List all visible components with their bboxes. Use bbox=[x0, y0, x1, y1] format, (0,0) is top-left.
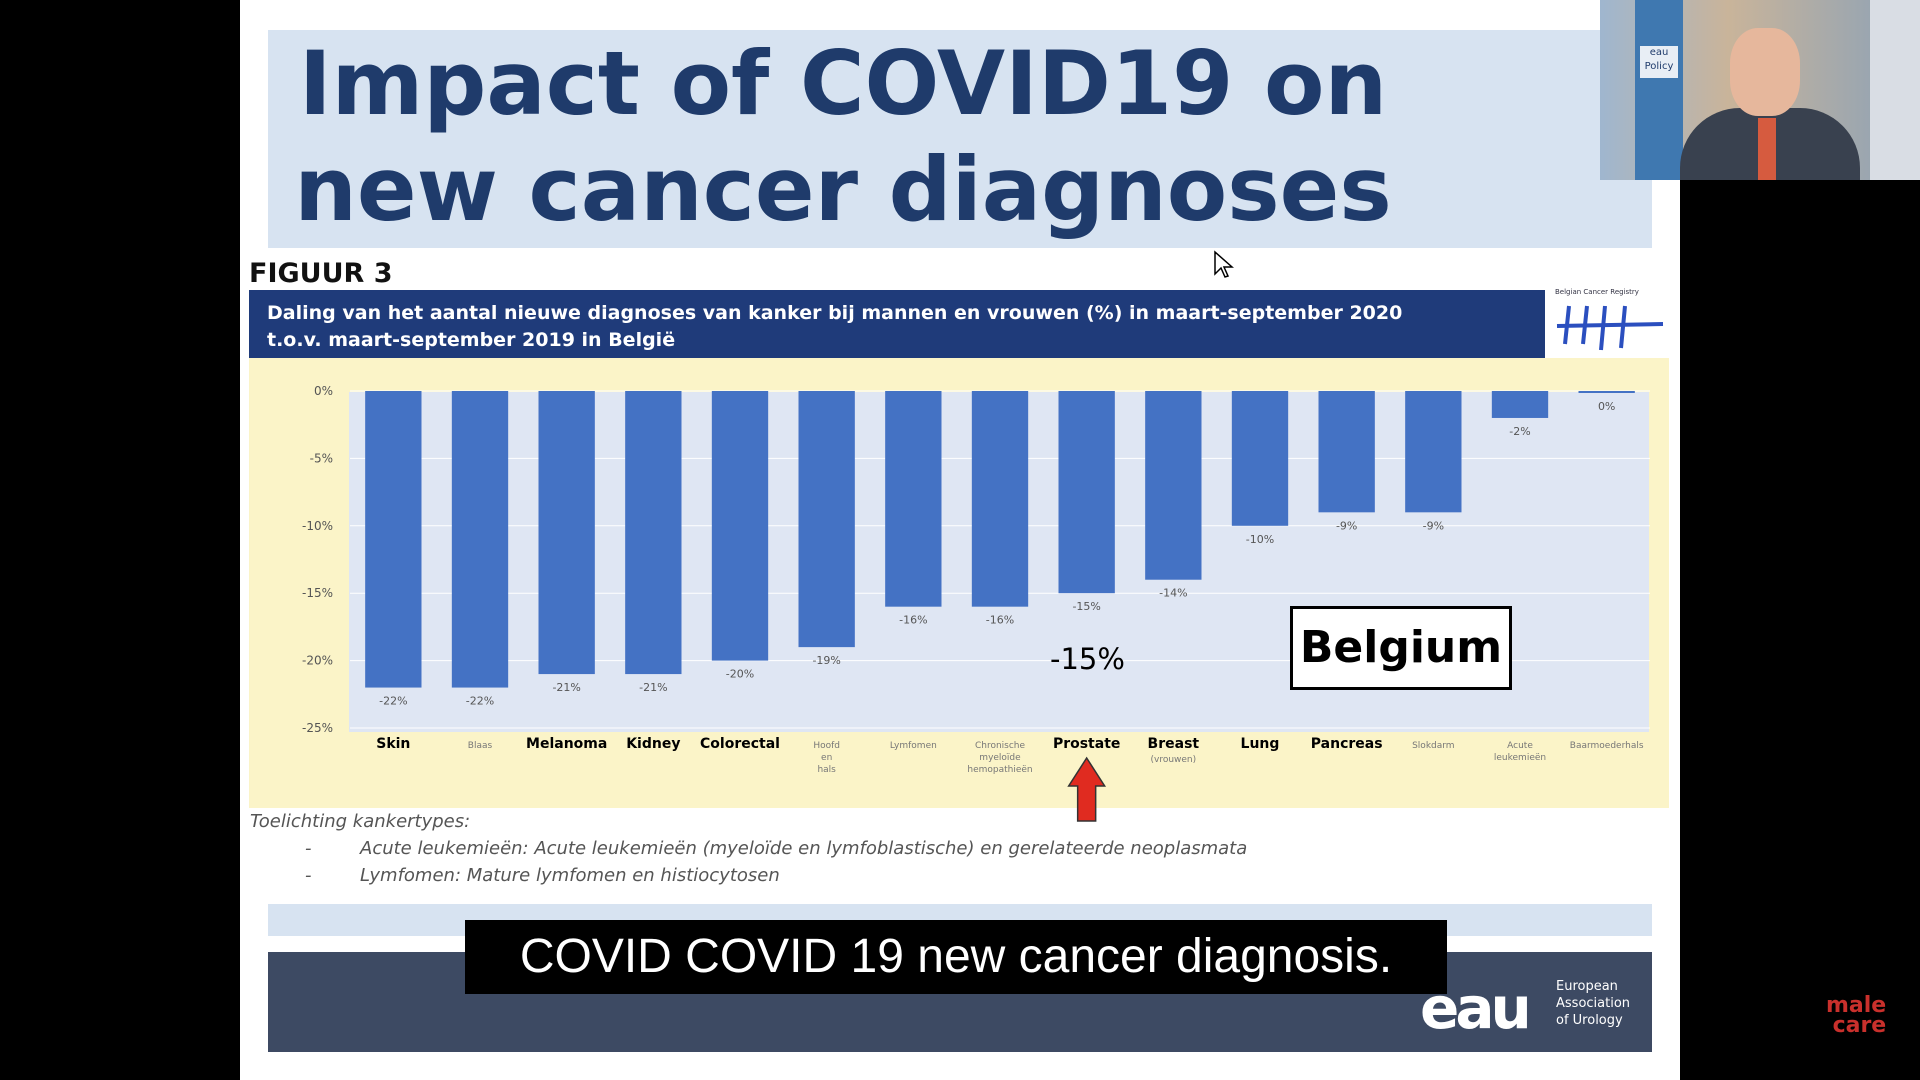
video-subtitle: COVID COVID 19 new cancer diagnosis. bbox=[465, 920, 1447, 994]
data-label: -15% bbox=[1072, 600, 1100, 613]
bar bbox=[1318, 391, 1375, 513]
brand-logo: male care bbox=[1826, 993, 1887, 1038]
category-label: Melanoma bbox=[526, 736, 607, 752]
speaker-webcam: eau Policy bbox=[1600, 0, 1920, 180]
category-label: Blaas bbox=[468, 741, 493, 751]
data-label: -19% bbox=[812, 654, 840, 667]
note-bullet: - bbox=[305, 865, 312, 886]
category-label: Lymfomen bbox=[890, 741, 937, 751]
data-label: -14% bbox=[1159, 587, 1187, 600]
category-label: Hoofd bbox=[813, 741, 840, 751]
data-label: -21% bbox=[639, 681, 667, 694]
webcam-banner-right bbox=[1870, 0, 1920, 180]
note-text: Lymfomen: Mature lymfomen en histiocytos… bbox=[360, 865, 780, 886]
category-label: Pancreas bbox=[1311, 736, 1383, 752]
category-label: Kidney bbox=[626, 736, 680, 752]
bar bbox=[1231, 391, 1289, 526]
org-line: Association bbox=[1556, 996, 1631, 1011]
notes: Toelichting kankertypes: - Acute leukemie… bbox=[250, 808, 1247, 889]
data-label: -22% bbox=[466, 695, 494, 708]
slide-title-line2: new cancer diagnoses bbox=[294, 138, 1392, 241]
bar bbox=[1405, 391, 1462, 513]
webcam-sign: eau Policy bbox=[1640, 46, 1678, 78]
speaker-head bbox=[1730, 28, 1800, 116]
category-label: Colorectal bbox=[700, 736, 780, 752]
mouse-cursor-icon bbox=[1214, 250, 1234, 278]
org-line: of Urology bbox=[1556, 1013, 1623, 1028]
registry-mark-icon bbox=[1556, 305, 1664, 351]
bar bbox=[451, 391, 509, 688]
speaker-tie bbox=[1758, 118, 1776, 180]
note-item: - Lymfomen: Mature lymfomen en histiocyto… bbox=[250, 862, 1247, 889]
data-label: -10% bbox=[1246, 533, 1274, 546]
category-label: Slokdarm bbox=[1412, 741, 1454, 751]
brand-line2: care bbox=[1832, 1013, 1887, 1038]
bar bbox=[798, 391, 855, 648]
bar bbox=[365, 391, 422, 688]
data-label: -2% bbox=[1509, 425, 1530, 438]
category-label: en bbox=[821, 753, 832, 763]
category-label: Prostate bbox=[1053, 736, 1120, 752]
bar bbox=[885, 391, 942, 607]
category-label: Breast bbox=[1148, 736, 1200, 752]
title-box: Impact of COVID19 on new cancer diagnose… bbox=[268, 30, 1652, 248]
org-line: European bbox=[1556, 979, 1618, 994]
category-sublabel: (vrouwen) bbox=[1150, 755, 1196, 765]
slide-title-line1: Impact of COVID19 on bbox=[298, 32, 1388, 135]
bar bbox=[971, 391, 1029, 607]
y-tick-label: -25% bbox=[302, 721, 333, 735]
registry-logo: Belgian Cancer Registry bbox=[1555, 288, 1665, 358]
figure-label: FIGUUR 3 bbox=[249, 258, 393, 289]
data-label: -21% bbox=[552, 681, 580, 694]
prostate-callout: -15% bbox=[1050, 642, 1125, 676]
data-label: -16% bbox=[899, 614, 927, 627]
bar bbox=[538, 391, 595, 675]
y-tick-label: -5% bbox=[310, 451, 333, 465]
category-label: hemopathieën bbox=[967, 765, 1032, 775]
bar bbox=[1145, 391, 1202, 580]
category-label: Acute bbox=[1507, 741, 1533, 751]
bar bbox=[1058, 391, 1115, 594]
category-label: Skin bbox=[376, 736, 410, 752]
registry-label: Belgian Cancer Registry bbox=[1555, 288, 1639, 296]
bar bbox=[1578, 391, 1635, 393]
data-label: -9% bbox=[1336, 519, 1357, 532]
note-item: - Acute leukemieën: Acute leukemieën (mye… bbox=[250, 835, 1247, 862]
y-tick-label: -15% bbox=[302, 586, 333, 600]
country-label: Belgium bbox=[1290, 606, 1512, 690]
bar bbox=[625, 391, 682, 675]
y-tick-label: -20% bbox=[302, 654, 333, 668]
category-label: Baarmoederhals bbox=[1570, 741, 1644, 751]
eau-org-name: European Association of Urology bbox=[1556, 978, 1630, 1029]
note-bullet: - bbox=[305, 838, 312, 859]
note-text: Acute leukemieën: Acute leukemieën (myel… bbox=[360, 838, 1248, 859]
data-label: -16% bbox=[986, 614, 1014, 627]
banner-line2: t.o.v. maart-september 2019 in België bbox=[267, 329, 676, 351]
chart-banner: Daling van het aantal nieuwe diagnoses v… bbox=[249, 290, 1545, 358]
category-label: hals bbox=[817, 765, 836, 775]
category-label: Chronische bbox=[975, 741, 1026, 751]
category-label: myeloïde bbox=[979, 753, 1021, 763]
webcam-banner-left bbox=[1635, 0, 1683, 180]
y-tick-label: 0% bbox=[314, 384, 333, 398]
category-label: Lung bbox=[1241, 736, 1280, 752]
brand-line1: male bbox=[1826, 993, 1887, 1018]
data-label: -22% bbox=[379, 695, 407, 708]
y-tick-label: -10% bbox=[302, 519, 333, 533]
banner-line1: Daling van het aantal nieuwe diagnoses v… bbox=[267, 302, 1403, 324]
notes-title: Toelichting kankertypes: bbox=[250, 811, 471, 832]
bar bbox=[1491, 391, 1549, 418]
category-label: leukemieën bbox=[1494, 753, 1546, 763]
bar bbox=[711, 391, 769, 661]
data-label: -9% bbox=[1423, 519, 1444, 532]
bar-chart: 0% -5% -10% -15% -20% -25% -22% Skin -22% Blaas -2… bbox=[302, 384, 1650, 822]
data-label: -20% bbox=[726, 668, 754, 681]
slide: Impact of COVID19 on new cancer diagnose… bbox=[240, 0, 1680, 1080]
highlight-arrow-icon bbox=[1067, 756, 1107, 822]
data-label: 0% bbox=[1598, 400, 1615, 413]
